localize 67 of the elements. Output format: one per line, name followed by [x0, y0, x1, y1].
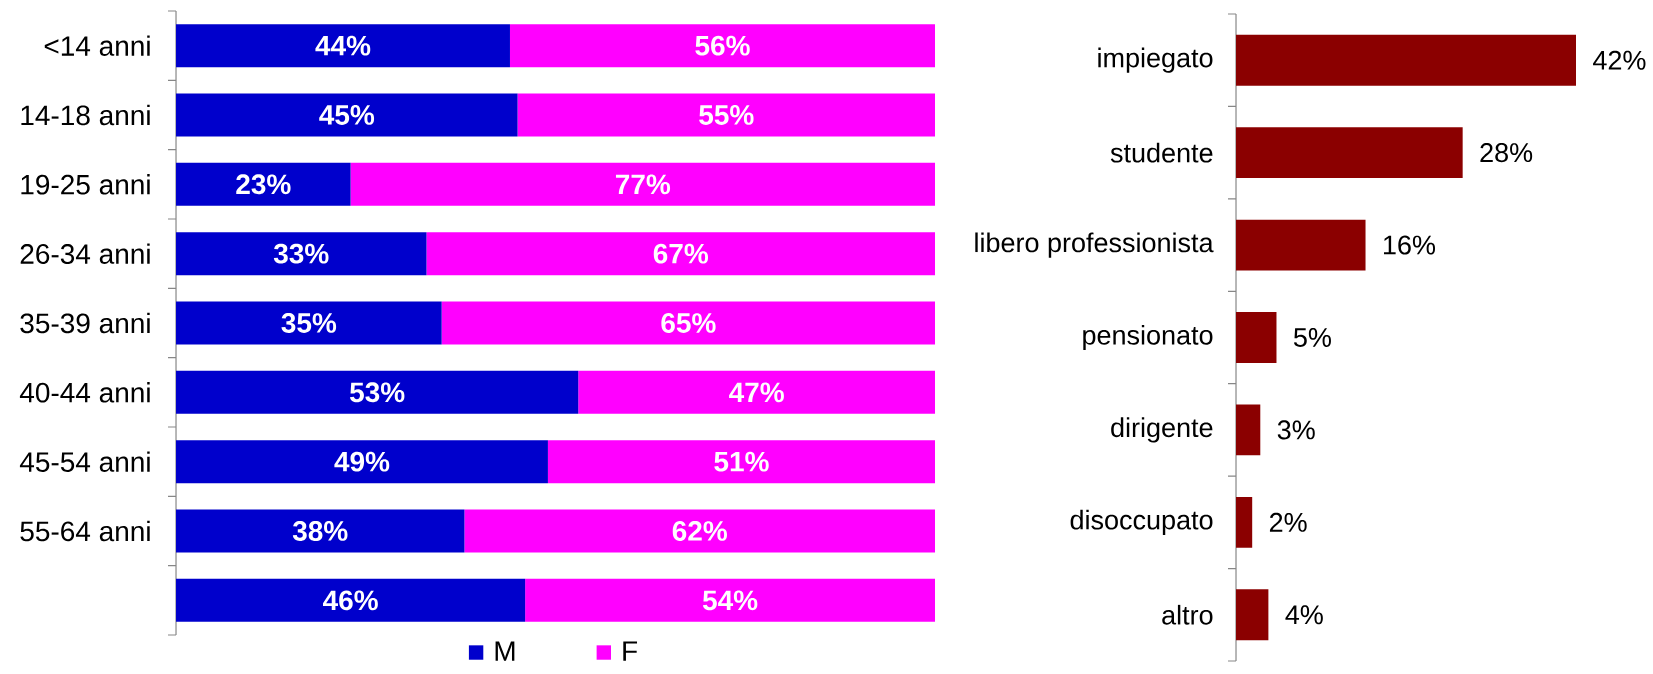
bar — [525, 578, 936, 622]
bar — [176, 509, 465, 553]
data-label: 2% — [1269, 512, 1307, 532]
data-label: 3% — [1277, 420, 1315, 440]
bar — [1236, 219, 1366, 271]
y-tick-label: 19-25 anni — [21, 174, 150, 195]
data-label: 33% — [273, 243, 329, 264]
y-tick-label: 45-54 anni — [19, 451, 150, 472]
data-label: 51% — [714, 451, 769, 472]
y-tick-label: impiegato — [1098, 47, 1213, 73]
bar — [509, 24, 936, 68]
data-label: 54% — [702, 590, 758, 611]
data-label: 77% — [615, 174, 671, 195]
bar — [176, 578, 526, 622]
bar — [441, 301, 936, 345]
y-tick-label: 14-18 anni — [21, 104, 150, 126]
y-tick-label: studente — [1110, 142, 1213, 163]
data-label: 53% — [349, 382, 405, 403]
data-label: 45% — [319, 105, 375, 125]
data-label: 35% — [281, 313, 337, 333]
bar — [578, 370, 936, 414]
data-label: 67% — [653, 243, 709, 264]
data-label: 62% — [672, 521, 727, 541]
y-tick-label: pensionato — [1083, 324, 1213, 351]
bar — [176, 93, 518, 137]
y-tick-label: 26-34 anni — [20, 243, 150, 264]
data-label: 4% — [1285, 605, 1323, 625]
data-label: 16% — [1384, 235, 1436, 255]
data-label: 55% — [699, 105, 754, 125]
data-label: 38% — [292, 521, 348, 541]
legend-label: F — [623, 641, 638, 661]
data-label: 47% — [729, 382, 784, 403]
y-tick-label: dirigente — [1111, 417, 1213, 443]
data-label: 42% — [1593, 50, 1646, 70]
y-tick-label: <14 anni — [44, 35, 150, 56]
bar — [1236, 312, 1277, 363]
data-label: 23% — [236, 174, 291, 195]
bar — [426, 232, 936, 276]
y-tick-label: disoccupato — [1070, 509, 1213, 535]
data-label: 5% — [1293, 328, 1331, 347]
y-tick-label: libero professionista — [975, 232, 1214, 258]
bar — [176, 24, 510, 68]
bar — [176, 232, 427, 276]
legend-label: M — [495, 641, 515, 661]
bar — [547, 440, 936, 484]
data-label: 49% — [334, 451, 390, 472]
bar — [1236, 496, 1253, 548]
bar — [176, 301, 442, 345]
bar — [176, 440, 548, 484]
bar — [176, 162, 351, 206]
bar — [1236, 404, 1261, 456]
y-tick-label: altro — [1162, 604, 1213, 625]
data-label: 46% — [323, 590, 378, 611]
data-label: 44% — [315, 35, 371, 56]
y-tick-label: 55-64 anni — [20, 520, 150, 542]
y-tick-label: 35-39 anni — [20, 312, 150, 334]
bar — [176, 370, 579, 414]
data-label: 28% — [1480, 143, 1533, 163]
bar — [350, 162, 936, 206]
bar — [1236, 34, 1576, 86]
data-label: 56% — [695, 35, 750, 56]
bar — [1236, 589, 1269, 641]
y-tick-label: 40-44 anni — [19, 382, 150, 403]
data-label: 65% — [661, 313, 716, 333]
bar — [1236, 127, 1463, 179]
bar — [464, 509, 936, 553]
bar — [517, 93, 936, 137]
